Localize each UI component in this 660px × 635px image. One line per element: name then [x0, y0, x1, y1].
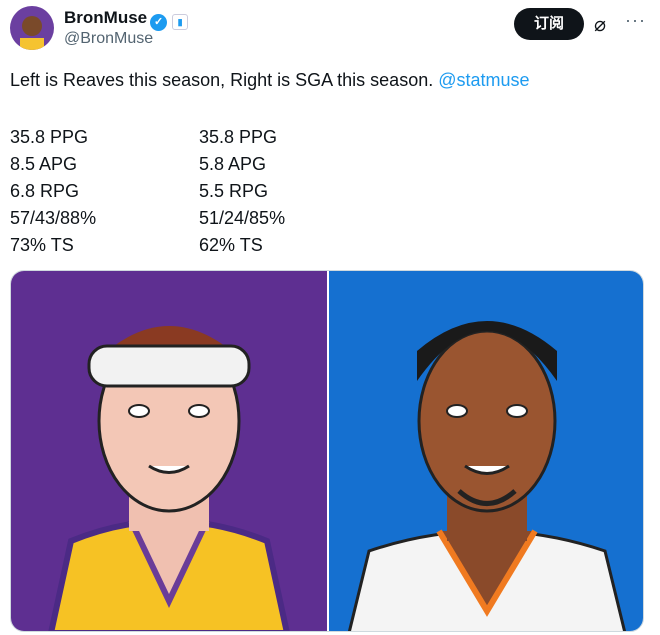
stat-line: 35.8 PPG — [10, 127, 89, 147]
stat-line: 5.8 APG — [199, 154, 267, 174]
author-name[interactable]: BronMuse ✓ ▮ — [64, 8, 189, 31]
stat-line: 5.5 RPG — [199, 181, 269, 201]
mention-link[interactable]: @statmuse — [438, 70, 530, 90]
subscribe-button[interactable]: 订阅 — [514, 8, 584, 40]
sga-illustration[interactable] — [327, 271, 643, 631]
tweet-media[interactable] — [10, 270, 644, 632]
stat-line: 73% TS — [10, 235, 74, 255]
stats-left: 35.8 PPG 8.5 APG 6.8 RPG 57/43/88% 73% T… — [10, 124, 96, 259]
chart-icon: ▮ — [172, 14, 189, 30]
stat-line: 62% TS — [199, 235, 263, 255]
stat-line: 57/43/88% — [10, 208, 97, 228]
stat-line: 35.8 PPG — [199, 127, 278, 147]
reaves-illustration[interactable] — [11, 271, 327, 631]
stat-line: 6.8 RPG — [10, 181, 80, 201]
verified-badge-icon: ✓ — [150, 14, 168, 31]
stats-right: 35.8 PPG 5.8 APG 5.5 RPG 51/24/85% 62% T… — [199, 124, 285, 259]
more-icon[interactable]: ··· — [625, 10, 646, 30]
stat-line: 8.5 APG — [10, 154, 78, 174]
stat-line: 51/24/85% — [199, 208, 286, 228]
avatar[interactable] — [10, 6, 54, 50]
grok-icon[interactable]: ⌀ — [594, 14, 607, 36]
tweet-text: Left is Reaves this season, Right is SGA… — [10, 70, 530, 90]
author-handle[interactable]: @BronMuse — [64, 30, 154, 47]
